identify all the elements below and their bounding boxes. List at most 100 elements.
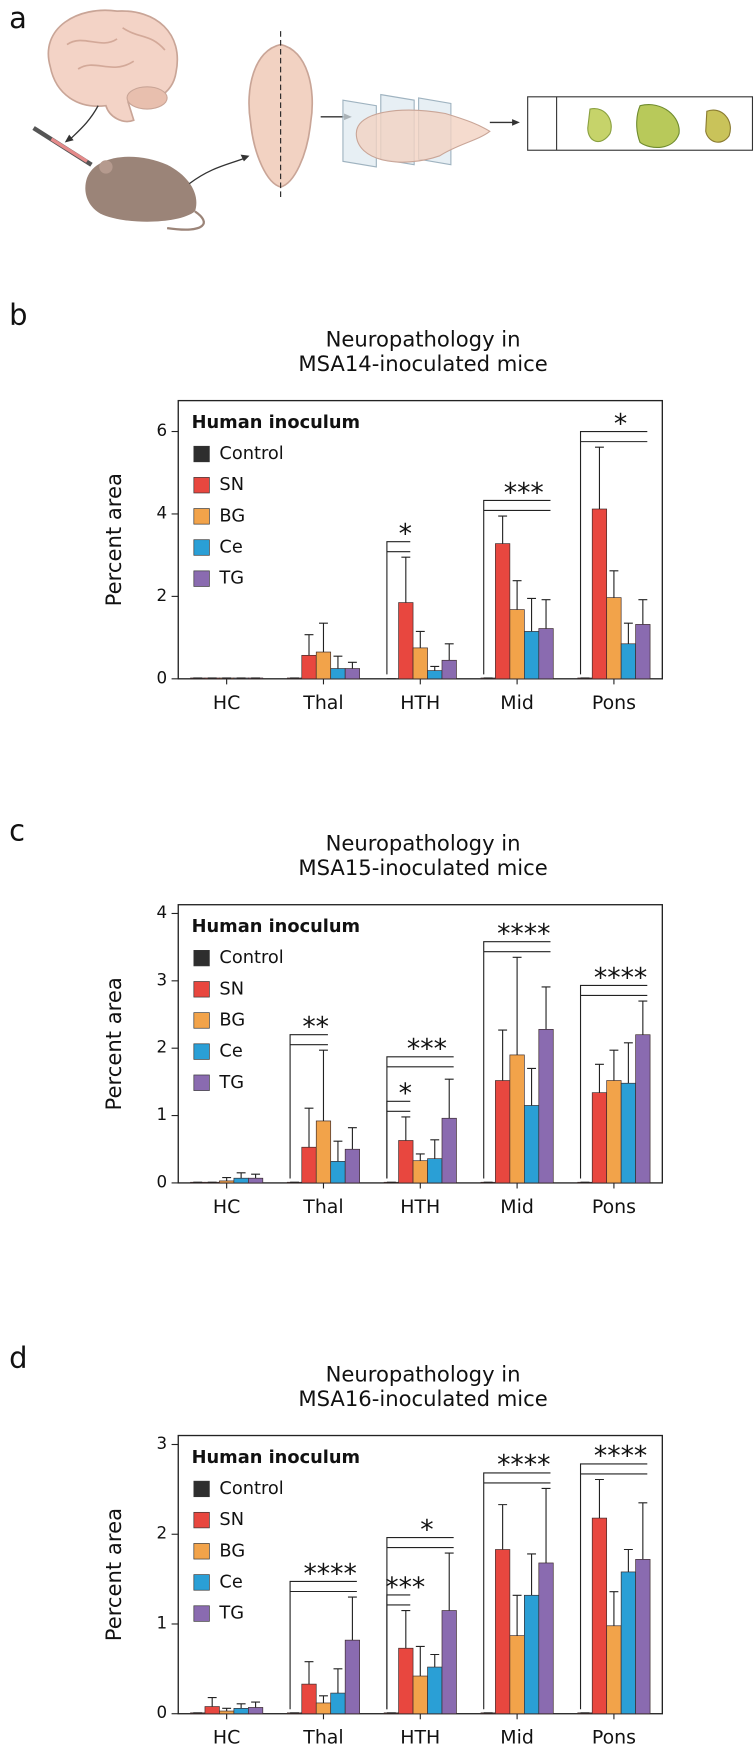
bar (441, 1610, 457, 1715)
error-bar (498, 515, 508, 544)
error-bar (401, 556, 411, 603)
bar (219, 1180, 235, 1184)
legend-swatch (193, 477, 210, 494)
bar (219, 1710, 235, 1715)
error-bar (319, 1695, 328, 1703)
bar (344, 1639, 360, 1715)
error-bar (444, 1078, 454, 1119)
y-tick-label: 1 (156, 1613, 167, 1632)
significance-stars: *** (407, 1034, 447, 1065)
legend-title: Human inoculum (192, 916, 361, 937)
bar (412, 1675, 428, 1715)
legend-label: Ce (219, 1041, 242, 1062)
legend-label: TG (218, 568, 244, 589)
error-bar (333, 1140, 343, 1162)
legend-swatch (193, 1543, 210, 1560)
bar (509, 609, 525, 680)
bar (427, 1666, 443, 1715)
bar (344, 668, 360, 680)
legend-label: SN (219, 978, 244, 999)
significance-stars: **** (594, 1441, 647, 1472)
x-tick-label: Pons (592, 1727, 636, 1746)
bar (620, 1571, 636, 1715)
significance-bracket (483, 499, 551, 675)
bar (248, 1177, 264, 1184)
y-axis-label: Percent area (101, 473, 126, 606)
error-bar (541, 1487, 551, 1563)
bar (301, 1146, 317, 1184)
chart-title: MSA15-inoculated mice (298, 855, 547, 880)
bar (524, 631, 540, 680)
bar (441, 1117, 457, 1184)
bar (315, 651, 332, 680)
error-bar (527, 1553, 537, 1596)
error-bar (319, 1049, 328, 1121)
bar (315, 1702, 332, 1715)
chart-title: Neuropathology in (326, 831, 521, 856)
significance-stars: **** (497, 1450, 550, 1481)
error-bar (638, 599, 648, 625)
error-bar (304, 1107, 314, 1148)
bar (635, 1559, 651, 1715)
bar (330, 668, 346, 680)
bar (495, 1080, 511, 1184)
legend-label: SN (219, 474, 244, 495)
bar (441, 659, 457, 680)
bar (412, 647, 428, 680)
error-bar (347, 661, 357, 669)
error-bar (304, 634, 314, 656)
bar (398, 1140, 414, 1184)
legend-label: Ce (219, 1571, 242, 1592)
x-tick-label: HC (213, 1196, 240, 1218)
bar (591, 1092, 608, 1184)
y-tick-label: 2 (156, 1038, 167, 1057)
bar (398, 602, 414, 680)
bar (330, 1692, 346, 1715)
significance-stars: **** (594, 962, 647, 993)
bar (606, 1625, 622, 1715)
bar (344, 1148, 360, 1184)
legend-swatch (193, 539, 210, 556)
x-tick-label: Pons (592, 1196, 636, 1218)
error-bar (541, 599, 551, 629)
bar (248, 1707, 264, 1715)
legend-label: TG (218, 1603, 244, 1624)
bar (606, 1080, 622, 1184)
significance-bracket (289, 1034, 328, 1179)
y-tick-label: 2 (156, 1524, 167, 1543)
chart-title: MSA14-inoculated mice (298, 351, 547, 376)
error-bar (222, 1176, 232, 1181)
error-bar (236, 1703, 246, 1709)
error-bar (430, 665, 440, 671)
x-tick-label: Thal (302, 1727, 343, 1746)
legend-title: Human inoculum (192, 1447, 361, 1468)
x-tick-label: HTH (400, 1196, 440, 1218)
legend-swatch (193, 508, 210, 525)
x-tick-label: HC (213, 692, 240, 714)
bar (635, 1034, 651, 1184)
legend-label: Ce (219, 537, 242, 558)
significance-bracket (483, 941, 551, 1179)
panel-label: d (9, 1341, 27, 1375)
x-tick-label: Thal (302, 692, 343, 714)
legend-swatch (193, 1480, 210, 1498)
bar (591, 508, 608, 680)
error-bar (304, 1661, 314, 1685)
error-bar (623, 622, 633, 644)
error-bar (512, 1594, 522, 1636)
error-bar (527, 597, 537, 632)
error-bar (609, 570, 619, 598)
bar (398, 1647, 414, 1715)
bar (495, 543, 511, 680)
y-tick-label: 6 (156, 421, 167, 440)
legend-swatch (193, 1074, 210, 1091)
error-bar (319, 622, 328, 653)
error-bar (415, 1153, 425, 1161)
significance-stars: **** (497, 919, 550, 950)
x-tick-label: Mid (500, 1727, 534, 1746)
x-tick-label: HC (213, 1727, 240, 1746)
error-bar (415, 1645, 425, 1677)
x-tick-label: HTH (400, 1727, 440, 1746)
y-tick-label: 3 (156, 1434, 167, 1453)
y-axis-label: Percent area (101, 1508, 126, 1641)
